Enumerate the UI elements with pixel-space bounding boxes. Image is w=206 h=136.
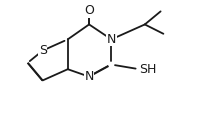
Text: O: O <box>84 4 94 17</box>
Text: N: N <box>84 70 93 83</box>
Text: S: S <box>39 44 47 57</box>
Text: N: N <box>106 33 116 46</box>
Text: SH: SH <box>139 63 156 76</box>
